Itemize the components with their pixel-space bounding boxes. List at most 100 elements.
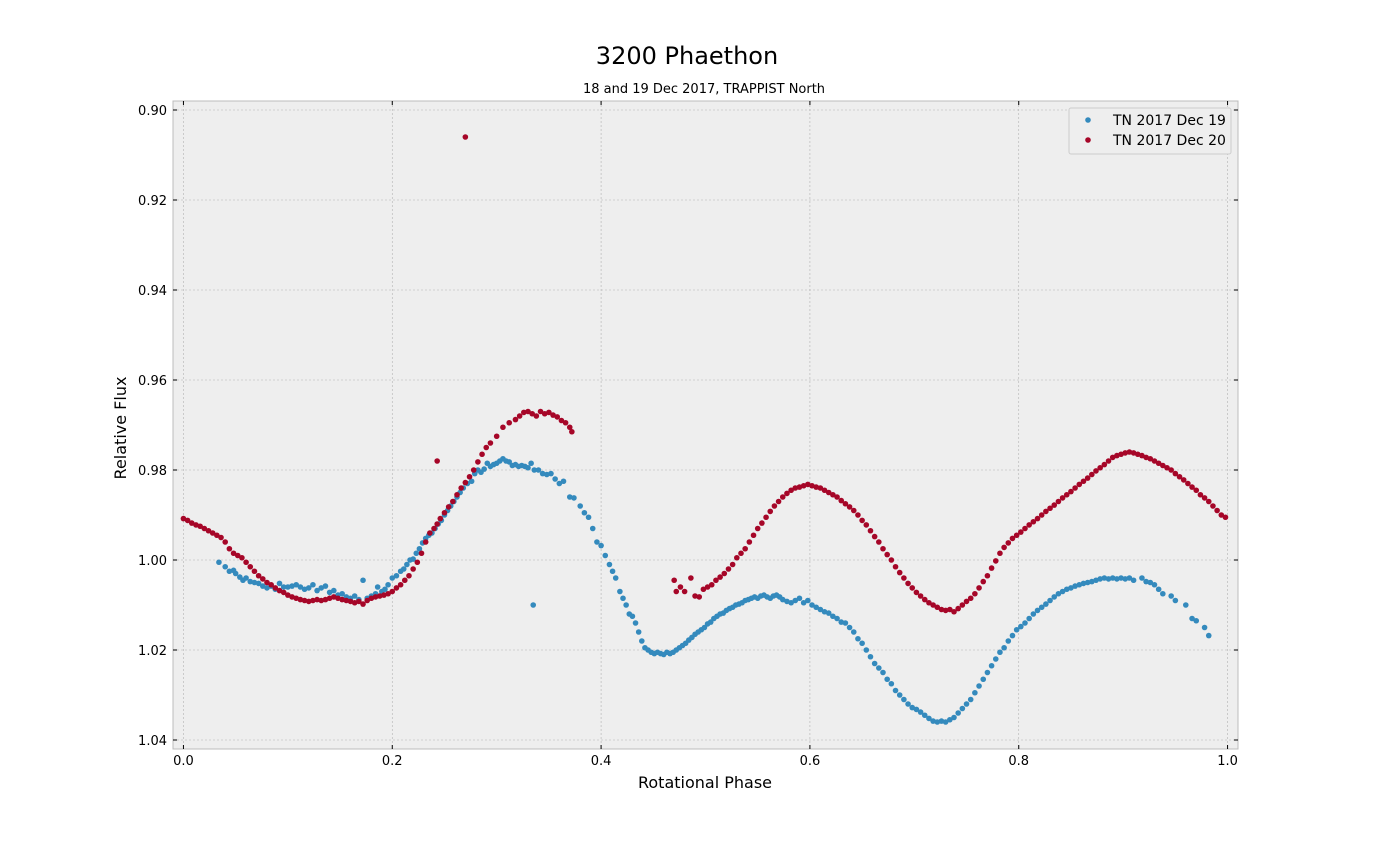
data-point	[1201, 495, 1208, 501]
data-point	[264, 585, 270, 591]
data-point	[506, 419, 513, 426]
data-point	[539, 470, 546, 477]
data-point	[942, 719, 949, 725]
data-point	[571, 495, 577, 501]
data-point	[859, 517, 865, 524]
data-point	[222, 539, 229, 545]
data-point	[1155, 586, 1162, 593]
data-point	[389, 588, 396, 595]
data-point	[1143, 578, 1149, 585]
data-point	[251, 579, 258, 586]
data-point	[1005, 540, 1012, 546]
data-point	[1147, 579, 1154, 586]
data-point	[834, 615, 840, 622]
data-point	[1018, 623, 1024, 630]
data-point	[259, 583, 266, 589]
data-point	[917, 593, 924, 599]
data-point	[1026, 615, 1032, 622]
data-point	[1089, 471, 1095, 478]
data-point	[997, 649, 1003, 656]
data-point	[1022, 620, 1028, 626]
data-point	[1180, 477, 1187, 483]
data-point	[738, 550, 744, 557]
data-point	[560, 478, 567, 485]
data-point	[717, 574, 723, 580]
data-point	[339, 596, 345, 603]
data-point	[468, 478, 475, 485]
data-point	[905, 580, 911, 587]
data-point	[364, 597, 371, 604]
data-point	[374, 584, 381, 590]
data-point	[209, 530, 216, 536]
data-point	[876, 665, 882, 671]
data-point	[921, 596, 928, 603]
data-point	[779, 596, 786, 603]
data-point	[892, 563, 899, 570]
data-point	[1072, 485, 1078, 491]
data-point	[450, 498, 456, 505]
data-point	[552, 476, 558, 482]
data-point	[825, 489, 832, 496]
data-point	[528, 460, 534, 467]
data-point	[1172, 470, 1179, 477]
data-point	[585, 514, 592, 521]
data-point	[1055, 590, 1062, 597]
data-point	[427, 530, 433, 536]
data-point	[992, 656, 999, 662]
data-point	[1051, 594, 1058, 600]
data-point	[180, 515, 187, 522]
data-point	[470, 467, 477, 473]
data-point	[566, 424, 573, 431]
data-point	[232, 570, 239, 577]
y-axis-label: Relative Flux	[111, 377, 130, 480]
data-point	[863, 522, 870, 528]
data-point	[984, 669, 991, 676]
chart-subtitle: 18 and 19 Dec 2017, TRAPPIST North	[583, 82, 825, 97]
data-point	[259, 576, 266, 582]
data-point	[372, 594, 379, 600]
data-point	[243, 575, 249, 581]
data-point	[360, 577, 366, 584]
data-point	[629, 613, 636, 620]
data-point	[913, 706, 920, 713]
data-point	[351, 593, 358, 599]
data-point	[389, 575, 396, 581]
data-point	[1109, 575, 1116, 581]
data-point	[602, 552, 609, 559]
data-point	[247, 578, 254, 585]
data-point	[1139, 452, 1145, 459]
data-point	[1160, 462, 1166, 469]
y-tick-label: 1.04	[138, 734, 167, 749]
data-point	[1147, 455, 1154, 462]
data-point	[1030, 611, 1037, 617]
data-point	[1055, 498, 1062, 505]
data-point	[938, 718, 945, 724]
data-point	[813, 604, 819, 611]
plot-area	[172, 100, 1239, 750]
data-point	[521, 409, 527, 416]
data-point	[988, 662, 995, 669]
data-point	[529, 410, 535, 417]
data-point	[930, 602, 936, 608]
data-point	[1139, 575, 1145, 581]
data-point	[422, 539, 429, 545]
data-point	[1205, 498, 1212, 505]
data-point	[809, 602, 815, 608]
data-point	[867, 653, 874, 660]
data-point	[892, 687, 899, 694]
data-point	[938, 606, 945, 613]
data-point	[681, 588, 688, 595]
data-point	[475, 459, 481, 465]
data-point	[997, 550, 1003, 557]
data-point	[880, 545, 886, 552]
data-point	[205, 527, 212, 534]
data-point	[955, 605, 961, 612]
data-point	[343, 597, 350, 604]
data-point	[963, 701, 970, 707]
data-point	[1172, 597, 1179, 604]
data-point	[612, 575, 619, 581]
data-point	[318, 585, 325, 591]
data-point	[184, 517, 191, 524]
data-point	[1026, 522, 1032, 528]
data-point	[1101, 461, 1108, 468]
